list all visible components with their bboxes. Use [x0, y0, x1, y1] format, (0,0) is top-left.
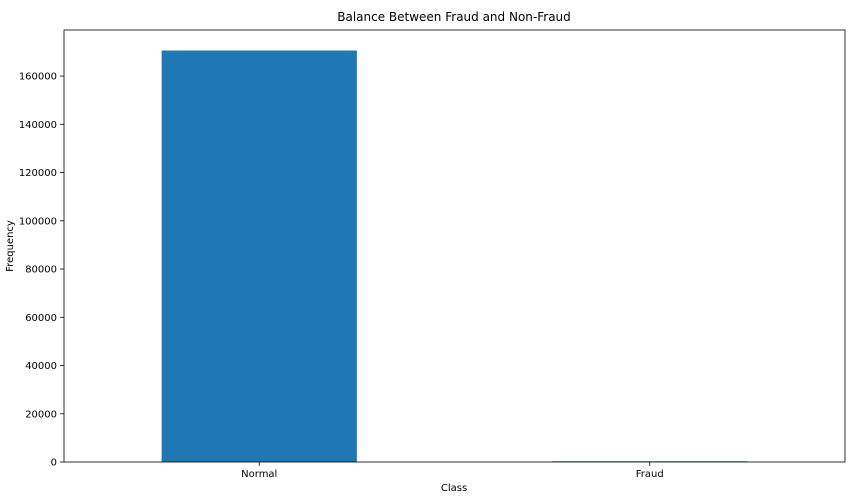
y-tick-label: 80000 [25, 265, 57, 276]
x-axis-label: Class [441, 483, 467, 494]
x-tick-label: Fraud [636, 469, 664, 480]
y-tick-label: 20000 [25, 409, 57, 420]
y-tick-label: 40000 [25, 361, 57, 372]
y-tick-label: 60000 [25, 313, 57, 324]
y-tick-label: 140000 [19, 120, 57, 131]
bar-normal [161, 50, 357, 462]
plot-frame [63, 29, 846, 463]
x-tick-label: Normal [241, 469, 277, 480]
y-axis-label: Frequency [5, 220, 16, 272]
plot-area: Normal Fraud 0 20000 40000 60000 80000 100000 12… [19, 29, 846, 480]
y-tick-label: 100000 [19, 216, 57, 227]
chart-title: Balance Between Fraud and Non-Fraud [337, 10, 571, 24]
y-tick-label: 160000 [19, 72, 57, 83]
y-tick-label: 120000 [19, 168, 57, 179]
y-tick-label: 0 [51, 458, 57, 469]
